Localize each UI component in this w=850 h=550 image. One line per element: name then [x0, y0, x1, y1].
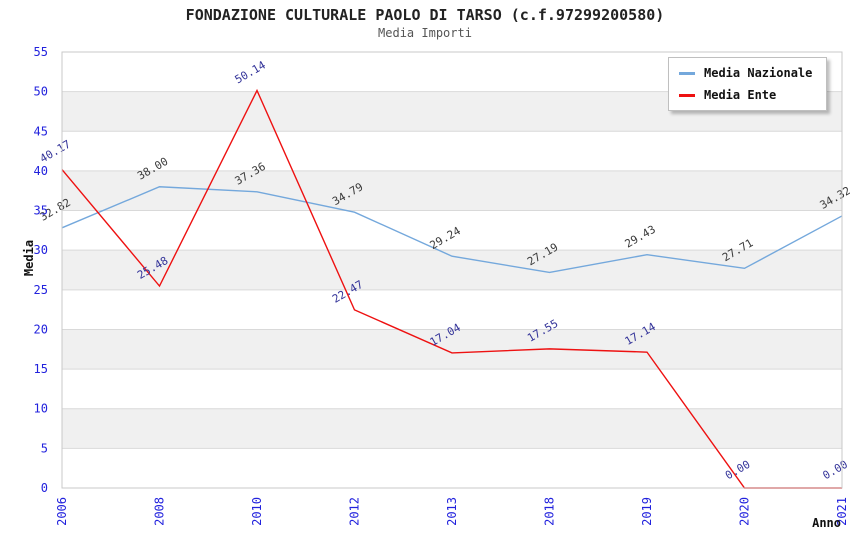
x-tick-label: 2006	[55, 497, 69, 526]
data-label: 50.14	[233, 58, 269, 86]
y-tick-label: 45	[34, 124, 48, 138]
legend-item: Media Nazionale	[679, 66, 812, 80]
y-tick-label: 40	[34, 164, 48, 178]
x-tick-label: 2008	[153, 497, 167, 526]
chart-title: FONDAZIONE CULTURALE PAOLO DI TARSO (c.f…	[185, 6, 665, 24]
plot-band	[62, 329, 842, 370]
y-tick-label: 0	[41, 481, 48, 495]
y-tick-label: 25	[34, 283, 48, 297]
legend-swatch-media-nazionale	[679, 71, 695, 75]
y-tick-label: 35	[34, 204, 48, 218]
y-tick-label: 55	[34, 45, 48, 59]
legend-item: Media Ente	[679, 88, 812, 102]
x-tick-label: 2019	[640, 497, 654, 526]
chart-subtitle: Media Importi	[378, 26, 472, 40]
x-tick-label: 2012	[348, 497, 362, 526]
legend: Media Nazionale Media Ente	[668, 57, 828, 111]
plot-band	[62, 408, 842, 449]
data-label: 40.17	[38, 138, 73, 166]
y-tick-label: 30	[34, 243, 48, 257]
legend-label: Media Nazionale	[704, 66, 813, 80]
x-tick-label: 2013	[445, 497, 459, 526]
y-tick-label: 5	[41, 441, 48, 455]
data-label: 29.43	[623, 223, 658, 251]
plot-band	[62, 170, 842, 211]
data-label: 29.24	[428, 224, 464, 252]
y-tick-label: 15	[34, 362, 48, 376]
y-axis-title: Media	[22, 240, 36, 276]
x-tick-label: 2020	[738, 497, 752, 526]
x-tick-label: 2018	[543, 497, 557, 526]
x-tick-label: 2010	[250, 497, 264, 526]
legend-swatch-media-ente	[679, 93, 695, 97]
y-tick-label: 20	[34, 322, 48, 336]
x-tick-label: 2021	[835, 497, 849, 526]
series-line-media-nazionale	[61, 186, 843, 274]
y-tick-label: 50	[34, 85, 48, 99]
data-label: 0.00	[821, 458, 850, 483]
legend-label: Media Ente	[704, 88, 777, 102]
series-line-media-ente	[61, 88, 842, 489]
plot-frame	[61, 51, 843, 489]
x-axis-title: Anno	[812, 516, 841, 530]
y-tick-label: 10	[34, 402, 48, 416]
